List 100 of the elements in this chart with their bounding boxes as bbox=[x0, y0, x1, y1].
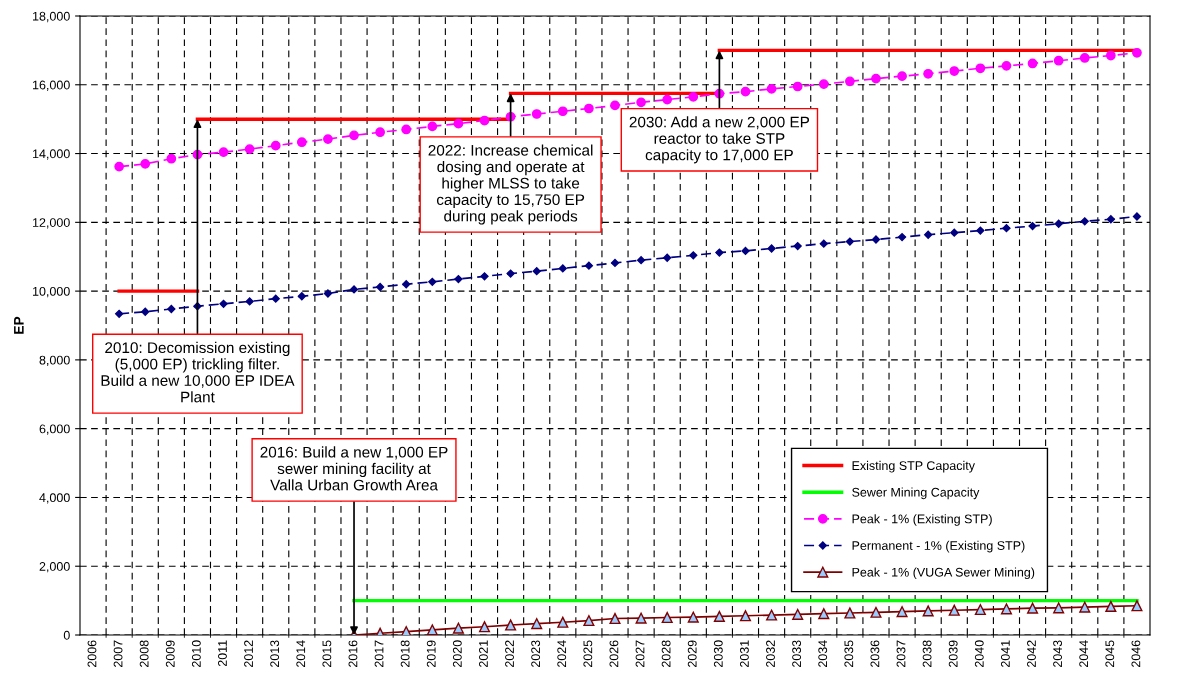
point bbox=[975, 63, 986, 74]
x-tick-label: 2032 bbox=[766, 640, 775, 668]
point bbox=[375, 127, 385, 138]
legend-label: Permanent - 1% (Existing STP) bbox=[852, 540, 1025, 553]
point bbox=[428, 277, 437, 286]
point bbox=[1028, 221, 1037, 231]
x-tick-label: 2013 bbox=[270, 640, 280, 668]
x-tick-label: 2022 bbox=[505, 640, 514, 668]
x-tick-label: 2036 bbox=[870, 640, 880, 668]
point bbox=[1027, 58, 1038, 69]
point bbox=[818, 608, 830, 620]
x-tick-label: 2007 bbox=[113, 640, 123, 668]
point bbox=[141, 307, 150, 316]
x-tick-label: 2038 bbox=[922, 640, 932, 668]
point bbox=[1132, 47, 1142, 58]
point bbox=[1079, 53, 1090, 63]
point bbox=[610, 100, 620, 111]
point bbox=[662, 94, 673, 105]
point bbox=[974, 603, 986, 616]
point bbox=[767, 244, 776, 253]
point bbox=[948, 604, 960, 616]
point bbox=[766, 84, 777, 94]
point bbox=[244, 144, 255, 154]
point bbox=[584, 261, 594, 270]
x-tick-label: 2017 bbox=[374, 640, 384, 668]
x-tick-label: 2026 bbox=[609, 640, 619, 668]
point bbox=[792, 608, 804, 620]
point bbox=[297, 292, 306, 301]
point bbox=[609, 612, 621, 625]
x-tick-label: 2035 bbox=[844, 640, 854, 668]
x-tick-label: 2031 bbox=[739, 640, 749, 668]
point bbox=[897, 71, 907, 82]
point bbox=[245, 297, 254, 306]
point bbox=[479, 115, 490, 126]
point bbox=[740, 86, 751, 97]
y-tick-label: 10,000 bbox=[33, 286, 70, 298]
point bbox=[870, 606, 882, 618]
x-tick-label: 2030 bbox=[713, 640, 723, 668]
point bbox=[1106, 215, 1115, 224]
x-tick-label: 2014 bbox=[296, 640, 306, 668]
x-tick-label: 2009 bbox=[165, 640, 175, 668]
y-tick-label: 18,000 bbox=[33, 11, 70, 23]
point bbox=[819, 239, 828, 248]
point bbox=[375, 282, 385, 292]
point bbox=[1080, 217, 1089, 226]
point bbox=[792, 81, 803, 92]
point bbox=[950, 228, 959, 237]
point bbox=[478, 621, 491, 633]
point bbox=[557, 616, 569, 628]
x-tick-label: 2029 bbox=[687, 640, 697, 668]
point bbox=[949, 66, 960, 76]
point bbox=[1054, 219, 1063, 228]
point bbox=[871, 73, 881, 84]
point bbox=[663, 253, 672, 262]
y-tick-label: 2,000 bbox=[39, 562, 70, 573]
point bbox=[1079, 601, 1091, 613]
x-tick-label: 2008 bbox=[139, 640, 149, 668]
point bbox=[218, 147, 229, 158]
point bbox=[636, 97, 646, 108]
x-tick-label: 2041 bbox=[1000, 640, 1010, 668]
point bbox=[1105, 600, 1117, 613]
point bbox=[715, 248, 724, 257]
point bbox=[453, 118, 464, 129]
point bbox=[480, 272, 489, 281]
point bbox=[1053, 602, 1065, 614]
point bbox=[741, 246, 750, 256]
annotation: 2022: Increase chemical dosing and operate at higher MLSS to take capacity to 15,750 EP during peak periods bbox=[428, 144, 593, 225]
point bbox=[296, 137, 307, 148]
point bbox=[531, 618, 543, 630]
point bbox=[1002, 224, 1011, 233]
x-tick-label: 2039 bbox=[948, 640, 958, 668]
x-tick-label: 2046 bbox=[1131, 640, 1141, 668]
point bbox=[739, 610, 752, 622]
x-tick-label: 2037 bbox=[896, 640, 906, 668]
point bbox=[323, 134, 333, 144]
point bbox=[896, 606, 908, 618]
point bbox=[115, 309, 124, 318]
x-tick-label: 2027 bbox=[635, 640, 645, 668]
point bbox=[426, 624, 438, 635]
y-tick-label: 0 bbox=[63, 630, 70, 640]
point bbox=[114, 161, 125, 172]
x-tick-label: 2040 bbox=[974, 640, 984, 668]
point bbox=[689, 251, 698, 260]
x-tick-label: 2018 bbox=[400, 640, 410, 668]
x-tick-label: 2045 bbox=[1105, 640, 1115, 668]
x-tick-label: 2012 bbox=[244, 640, 253, 668]
legend-label: Peak - 1% (Existing STP) bbox=[852, 514, 992, 526]
point bbox=[140, 159, 151, 169]
y-tick-label: 4,000 bbox=[39, 493, 70, 504]
point bbox=[661, 611, 673, 624]
x-tick-label: 2034 bbox=[818, 640, 828, 668]
point bbox=[219, 299, 228, 308]
x-tick-label: 2023 bbox=[531, 640, 541, 668]
x-tick-label: 2016 bbox=[348, 640, 358, 668]
point bbox=[1053, 55, 1064, 66]
point bbox=[844, 607, 856, 619]
point bbox=[167, 304, 176, 314]
point bbox=[1000, 603, 1013, 615]
point bbox=[558, 264, 567, 273]
x-tick-label: 2028 bbox=[661, 640, 671, 668]
